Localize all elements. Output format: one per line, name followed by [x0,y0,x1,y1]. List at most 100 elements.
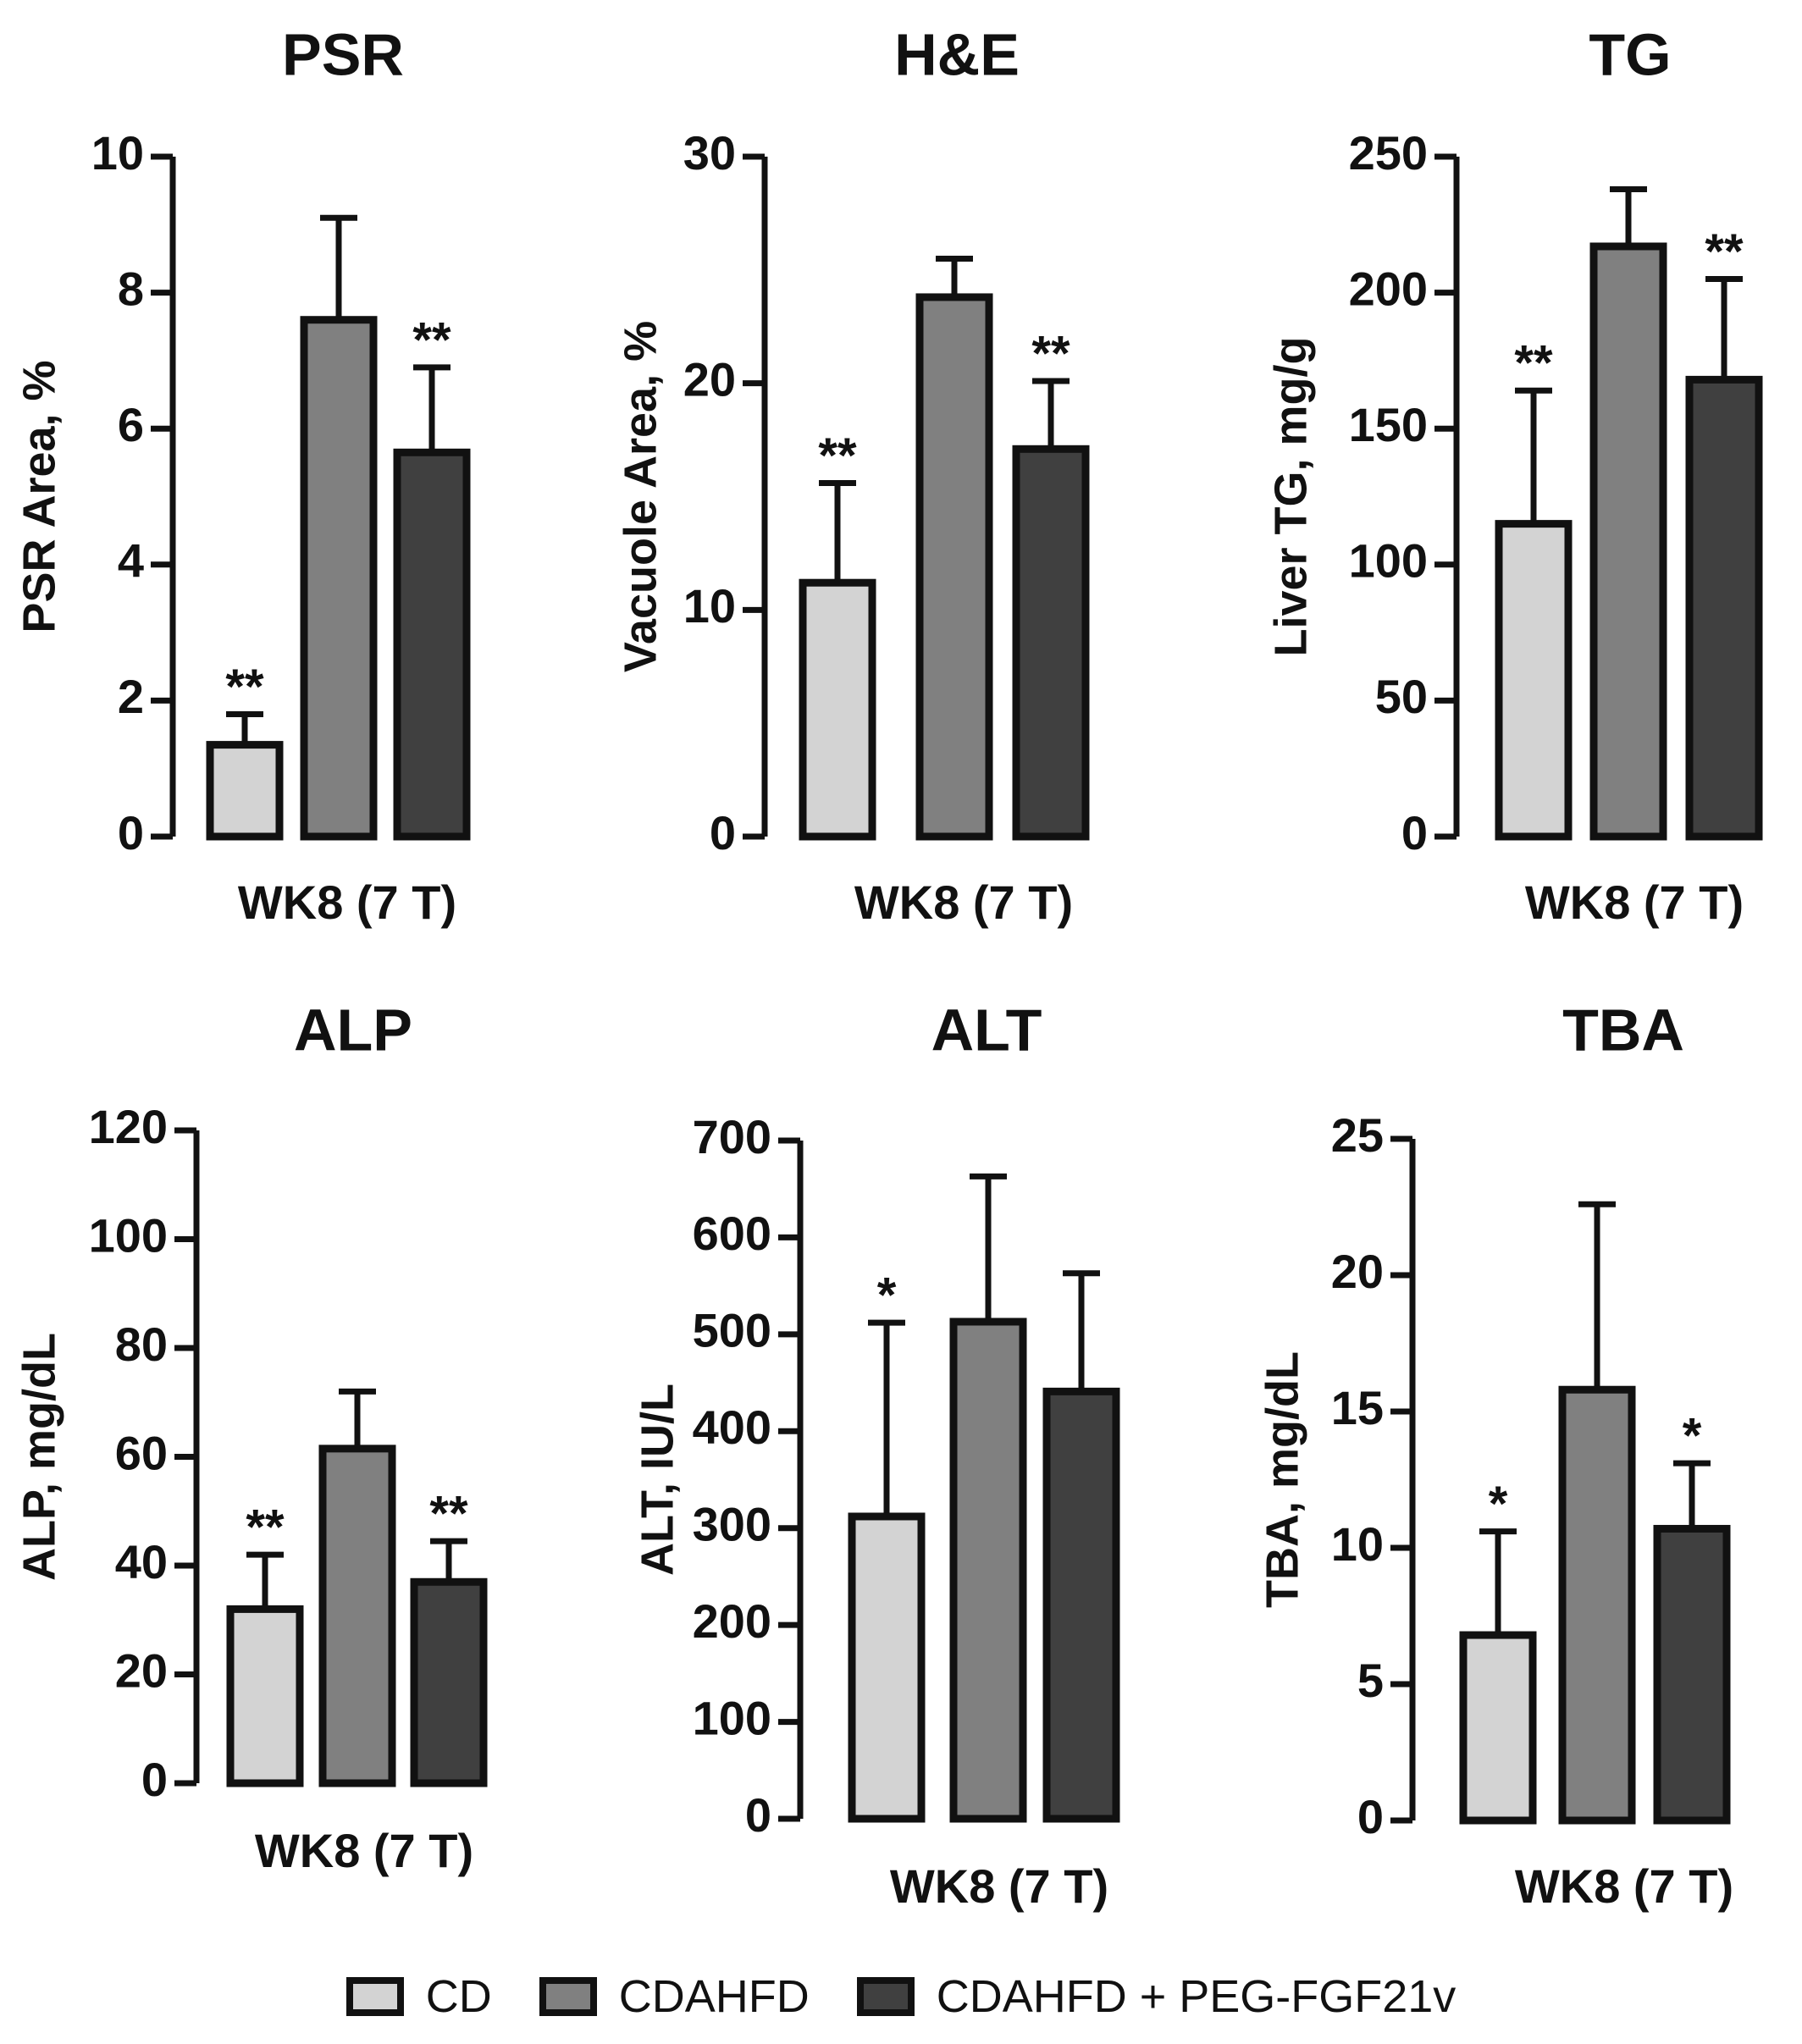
y-tick-label: 700 [693,1110,771,1163]
legend-item-cdahfd: CDAHFD [539,1970,810,2023]
bar [1042,1387,1120,1823]
legend-label-cd: CD [425,1971,492,2022]
y-tick-label: 0 [745,1788,771,1842]
y-tick-label: 10 [683,579,736,633]
y-tick-label: 100 [1349,534,1428,588]
bar [799,578,876,841]
chart-panel-5: ALT 0 100 200 300 400 500 600 700 ALT, IU/L * WK8 (… [632,997,1120,1913]
x-category-label: WK8 (7 T) [1515,1859,1733,1913]
y-axis-label: Liver TG, mg/g [1265,336,1316,656]
y-tick-label: 8 [118,262,144,315]
chart-title: H&E [894,21,1020,87]
legend-swatch-cd [345,1977,404,2016]
legend: CD CDAHFD CDAHFD + PEG-FGF21v [0,1963,1802,2030]
y-tick-label: 250 [1349,126,1428,180]
significance-mark: * [1489,1477,1508,1532]
significance-mark: ** [1705,224,1744,279]
significance-mark: ** [818,428,857,483]
y-axis-label: Vacuole Area, % [615,321,666,672]
chart-title: ALT [931,997,1042,1063]
y-tick-label: 150 [1349,398,1428,451]
chart-title: PSR [282,21,404,87]
bar [848,1512,926,1823]
legend-label-cdahfd: CDAHFD [618,1971,810,2022]
y-tick-label: 60 [115,1426,168,1479]
bar [1495,520,1573,841]
chart-panel-6: TBA 0 5 10 15 20 25 TBA, mg/dL * * WK8 (7 T) [1257,997,1733,1912]
y-tick-label: 300 [693,1498,771,1551]
y-tick-label: 2 [118,670,144,723]
x-category-label: WK8 (7 T) [238,876,456,929]
y-tick-label: 40 [115,1535,168,1588]
chart-panel-3: TG 0 50 100 150 200 250 Liver TG, mg/g ** ** WK8 (… [1265,21,1763,929]
y-tick-label: 30 [683,126,736,180]
bar [949,1318,1027,1823]
bar [915,293,993,841]
significance-mark: ** [1514,336,1553,391]
y-tick-label: 0 [1357,1790,1384,1843]
y-tick-label: 80 [115,1318,168,1371]
bar [410,1577,488,1787]
y-tick-label: 200 [1349,262,1428,315]
legend-swatch-cdahfd [539,1977,597,2016]
x-category-label: WK8 (7 T) [1525,876,1744,929]
bar [1012,445,1090,841]
chart-title: ALP [294,997,412,1063]
significance-mark: ** [1031,326,1070,381]
significance-mark: * [877,1268,897,1323]
chart-panel-2: H&E 0 10 20 30 Vacuole Area, % ** ** WK8 (7 T) [615,21,1090,929]
bar [206,741,284,841]
y-tick-label: 200 [693,1594,771,1648]
bar [300,316,378,841]
y-axis-label: ALT, IU/L [632,1384,683,1576]
chart-title: TBA [1562,997,1684,1063]
y-tick-label: 0 [118,806,144,859]
bar [1685,375,1763,841]
x-category-label: WK8 (7 T) [890,1859,1108,1913]
y-tick-label: 0 [1401,806,1428,859]
bar [318,1445,396,1787]
chart-title: TG [1589,21,1671,87]
y-axis-label: ALP, mg/dL [14,1333,64,1581]
legend-label-cdahfd-peg-fgf21v: CDAHFD + PEG-FGF21v [936,1971,1457,2022]
significance-mark: ** [225,660,264,715]
y-tick-label: 120 [89,1100,168,1153]
bar [226,1605,304,1787]
y-tick-label: 100 [693,1691,771,1744]
y-tick-label: 5 [1357,1654,1384,1707]
x-category-label: WK8 (7 T) [854,876,1073,929]
bar [1558,1385,1636,1825]
bar [1459,1631,1537,1825]
legend-item-cdahfd-peg-fgf21v: CDAHFD + PEG-FGF21v [856,1970,1457,2023]
y-tick-label: 20 [683,352,736,406]
chart-panel-1: PSR 0 2 4 6 8 10 PSR Area, % ** ** WK8 (7 T) [14,21,471,929]
y-tick-label: 10 [1331,1517,1384,1571]
significance-mark: ** [429,1486,468,1541]
bar [1653,1524,1731,1825]
legend-swatch-cdahfd-peg-fgf21v [856,1977,915,2016]
y-tick-label: 50 [1375,670,1428,723]
significance-mark: ** [412,312,451,367]
y-tick-label: 4 [118,534,144,588]
y-axis-label: PSR Area, % [14,360,64,633]
y-tick-label: 100 [89,1208,168,1262]
y-tick-label: 500 [693,1304,771,1357]
y-tick-label: 6 [118,398,144,451]
y-tick-label: 0 [141,1753,168,1806]
y-tick-label: 400 [693,1400,771,1454]
y-tick-label: 20 [115,1643,168,1697]
y-tick-label: 15 [1331,1381,1384,1434]
bar [1589,242,1667,841]
y-tick-label: 25 [1331,1108,1384,1162]
y-tick-label: 10 [91,126,144,180]
y-tick-label: 600 [693,1207,771,1260]
x-category-label: WK8 (7 T) [255,1824,473,1877]
legend-item-cd: CD [345,1970,492,2023]
y-tick-label: 0 [710,806,736,859]
significance-mark: ** [246,1500,285,1555]
significance-mark: * [1683,1409,1702,1464]
y-tick-label: 20 [1331,1245,1384,1298]
y-axis-label: TBA, mg/dL [1257,1351,1307,1608]
bar [393,448,471,841]
